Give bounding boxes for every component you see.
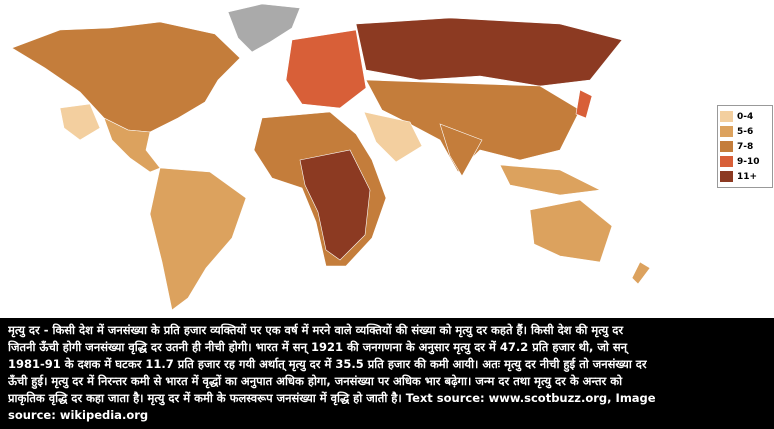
asia — [365, 79, 581, 173]
caption-line: source: wikipedia.org — [8, 408, 149, 422]
caption-line: प्राकृतिक वृद्धि दर कहा जाता है। मृत्यु … — [8, 391, 656, 405]
legend-label: 9-10 — [737, 156, 760, 167]
south-america — [149, 167, 247, 311]
legend-entry: 9-10 — [720, 154, 770, 169]
russia — [355, 17, 623, 87]
legend-entry: 11+ — [720, 169, 770, 184]
legend-label: 11+ — [737, 171, 758, 182]
legend-label: 7-8 — [737, 141, 754, 152]
legend-entry: 0-4 — [720, 109, 770, 124]
legend-swatch — [720, 141, 733, 152]
india — [439, 123, 483, 177]
legend-label: 0-4 — [737, 111, 754, 122]
caption-line: ऊँची हुई। मृत्यु दर में निरन्तर कमी से भ… — [8, 374, 623, 388]
legend-entry: 5-6 — [720, 124, 770, 139]
north-america — [11, 21, 241, 133]
western-us — [59, 103, 101, 141]
caption: मृत्यु दर - किसी देश में जनसंख्या के प्र… — [0, 318, 774, 429]
legend-swatch — [720, 156, 733, 167]
legend-swatch — [720, 171, 733, 182]
greenland — [227, 3, 301, 53]
caption-line: मृत्यु दर - किसी देश में जनसंख्या के प्र… — [8, 323, 624, 337]
legend: 0-4 5-6 7-8 9-10 11+ — [717, 105, 773, 188]
europe — [285, 29, 367, 109]
legend-entry: 7-8 — [720, 139, 770, 154]
central-africa — [299, 149, 371, 261]
world-map — [11, 3, 651, 311]
legend-swatch — [720, 111, 733, 122]
japan — [575, 89, 593, 119]
legend-label: 5-6 — [737, 126, 754, 137]
legend-swatch — [720, 126, 733, 137]
arabia — [363, 111, 423, 163]
caption-line: जितनी ऊँची होगी जनसंख्या वृद्धि दर उतनी … — [8, 340, 628, 354]
new-zealand — [631, 261, 651, 285]
caption-line: 1981-91 के दशक में घटकर 11.7 प्रति हजार … — [8, 357, 647, 371]
southeast-asia — [499, 164, 602, 196]
australia — [529, 199, 613, 263]
